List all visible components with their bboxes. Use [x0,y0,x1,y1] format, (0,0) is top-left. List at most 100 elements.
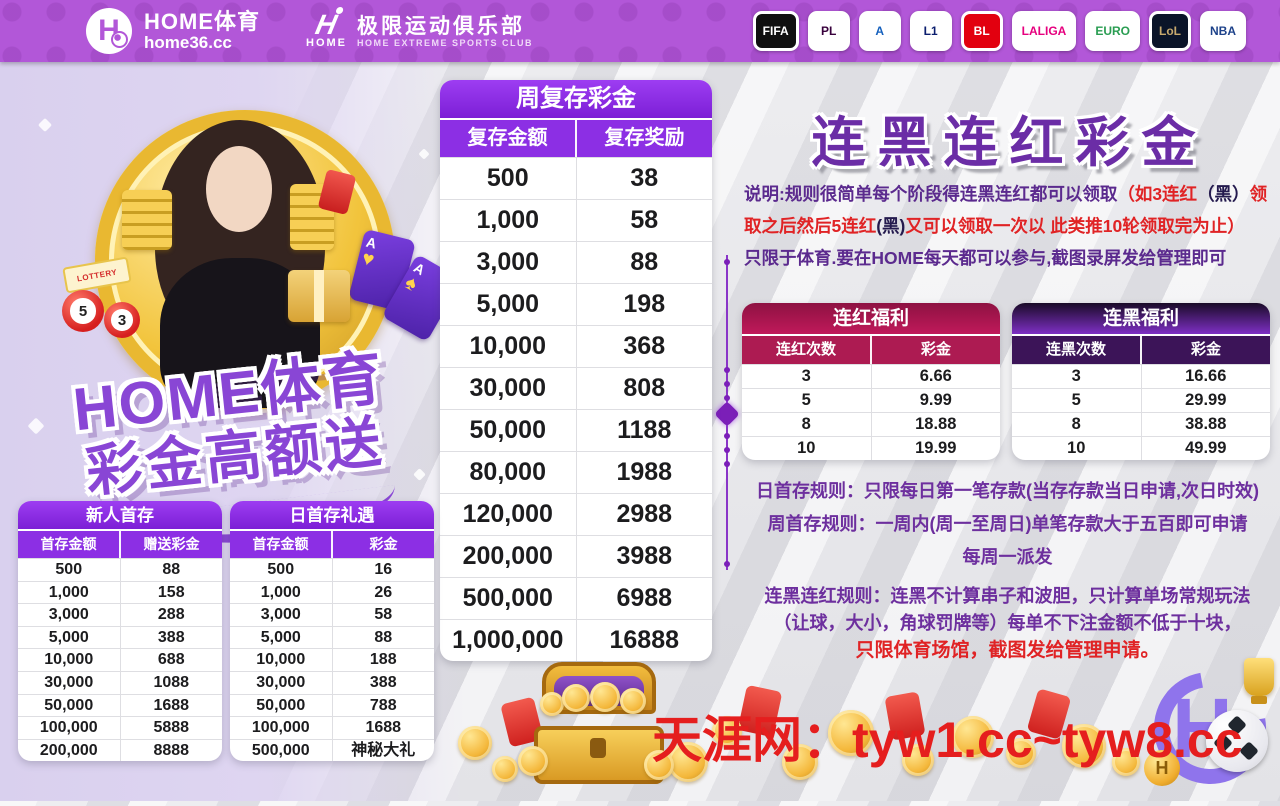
table-cell: 88 [331,626,435,649]
table-cell: 10 [1067,439,1086,457]
divider-dot [724,433,730,439]
league-logo-euro-2024-icon: EURO [1085,11,1140,51]
h-coin-icon: H [1144,750,1180,786]
table-cell: 100,000 [39,719,98,737]
table-cell: 5888 [119,717,223,739]
table-title: 新人首存 [18,501,222,531]
desc-dark-text: （黑） [1197,184,1250,204]
football-icon [1206,710,1268,772]
league-logos-row: FIFA PL A L1 BL LALIGA EURO LoL NBA [752,11,1246,51]
desc-red-text: 取之后然后5连红 [744,216,877,236]
lottery-ball: 3 [104,302,140,338]
table-row: 3 16.66 [1012,364,1270,388]
red-streak-bonus-table: 连红福利 连红次数 彩金 3 6.66 5 9.99 8 18.88 10 19.99 [742,303,1000,460]
table-row: 3 6.66 [742,364,1000,388]
table-cell: 6988 [575,578,713,619]
promo-desc-line2: 取之后然后5连红(黑)又可以领取一次以 此类推10轮领取完为止） [744,210,1279,242]
table-cell: 80,000 [469,458,546,486]
table-cell: 9.99 [870,389,1001,412]
table-cell: 19.99 [870,437,1001,460]
table-cell: 16888 [575,620,713,661]
streak-rule-line3: 只限体育场馆，截图发给管理申请。 [855,640,1160,661]
table-cell: 3,000 [476,248,540,276]
table-cell: 10,000 [469,332,546,360]
streak-rule-line2: （让球，大小，角球罚牌等）每单不下注金额不低于十块， [773,613,1242,633]
column-header: 彩金 [870,336,1000,364]
table-cell: 198 [575,284,713,325]
streak-rule-line1: 连黑连红规则：连黑不计算串子和波胆，只计算单场常规玩法 [764,586,1251,606]
table-header-row: 首存金额 赠送彩金 [18,531,222,558]
table-row: 5 29.99 [1012,388,1270,412]
table-row: 120,000 2988 [440,493,712,535]
logo-letter: H [98,14,120,47]
table-row: 1,000 58 [440,199,712,241]
table-cell: 3 [801,367,811,385]
table-row: 10,000 368 [440,325,712,367]
divider-dot [724,395,730,401]
table-cell: 8888 [119,739,223,762]
brand-domain: home36.cc [144,33,232,52]
table-cell: 808 [575,368,713,409]
table-cell: 1,000 [260,583,301,601]
promo-desc-line1: 说明:规则很简单每个阶段得连黑连红都可以领取（如3连红（黑）领 [744,178,1279,210]
table-cell: 16.66 [1140,365,1271,388]
table-row: 1,000 26 [230,580,434,604]
table-cell: 6.66 [870,365,1001,388]
desc-red-text: 又可以领取一次以 此类推10轮领取完为止） [905,216,1245,236]
table-cell: 1088 [119,671,223,694]
gold-coin [458,726,492,760]
table-row: 50,000 1688 [18,693,222,717]
league-logo-laliga-icon: LALIGA [1011,11,1077,51]
table-cell: 58 [575,200,713,241]
table-cell: 1688 [331,717,435,739]
table-cell: 788 [331,694,435,717]
h-coin-letter: H [1155,757,1169,778]
table-row: 500,000 6988 [440,577,712,619]
table-row: 500 38 [440,157,712,199]
column-header: 复存奖励 [575,120,712,157]
table-row: 8 38.88 [1012,412,1270,436]
table-cell: 2988 [575,494,713,535]
promo-title: 连黑连红彩金 [811,113,1208,173]
daily-deposit-table: 日首存礼遇 首存金额 彩金 500 16 1,000 26 3,000 58 5,000 88… [230,501,435,762]
chest-body [534,726,664,784]
table-row: 50,000 1188 [440,409,712,451]
table-cell: 5 [801,391,811,409]
table-cell: 500 [486,164,529,192]
lottery-ball: 5 [62,290,104,332]
gold-coin [952,716,994,758]
table-header-row: 连红次数 彩金 [742,336,1000,364]
top-bar: H HOME体育 home36.cc H HOME 极限运动俱乐部 HOME E… [0,0,1280,62]
table-row: 8 18.88 [742,412,1000,436]
table-title: 连黑福利 [1012,303,1270,336]
column-header: 连黑次数 [1045,341,1106,358]
table-row: 1,000 158 [18,580,222,604]
column-header: 首存金额 [40,536,97,552]
league-logo-league-of-legends-icon: LoL [1149,11,1191,51]
column-header: 连红次数 [775,341,836,358]
table-cell: 神秘大礼 [331,739,435,762]
table-row: 500,000 神秘大礼 [230,738,435,762]
divider-dot [724,447,730,453]
table-cell: 1,000 [476,206,540,234]
table-body: 500 16 1,000 26 3,000 58 5,000 88 10,000 188 30,00… [230,558,435,762]
table-cell: 50,000 [256,696,306,714]
table-cell: 3,000 [48,606,89,624]
table-row: 50,000 788 [230,693,435,717]
divider-dot [724,561,730,567]
column-header: 彩金 [1140,336,1270,364]
table-title: 连红福利 [742,303,1000,336]
table-row: 500 88 [18,558,222,581]
table-header-row: 复存金额 复存奖励 [440,120,712,157]
table-body: 500 38 1,000 58 3,000 88 5,000 198 10,000 368 30,0… [440,157,712,661]
table-cell: 38.88 [1140,413,1271,436]
promo-desc-line3: 只限于体育.要在HOME每天都可以参与,截图录屏发给管理即可 [744,242,1279,274]
table-row: 500 16 [230,558,434,581]
league-logo-premier-league-icon: PL [807,11,850,51]
table-cell: 5 [1071,391,1081,409]
desc-red-text: （如3连红 [1117,184,1198,204]
club-title: 极限运动俱乐部 [357,14,526,38]
black-streak-bonus-table: 连黑福利 连黑次数 彩金 3 16.66 5 29.99 8 38.88 10 49.99 [1012,303,1270,460]
table-cell: 288 [119,604,223,626]
table-cell: 688 [119,649,223,671]
